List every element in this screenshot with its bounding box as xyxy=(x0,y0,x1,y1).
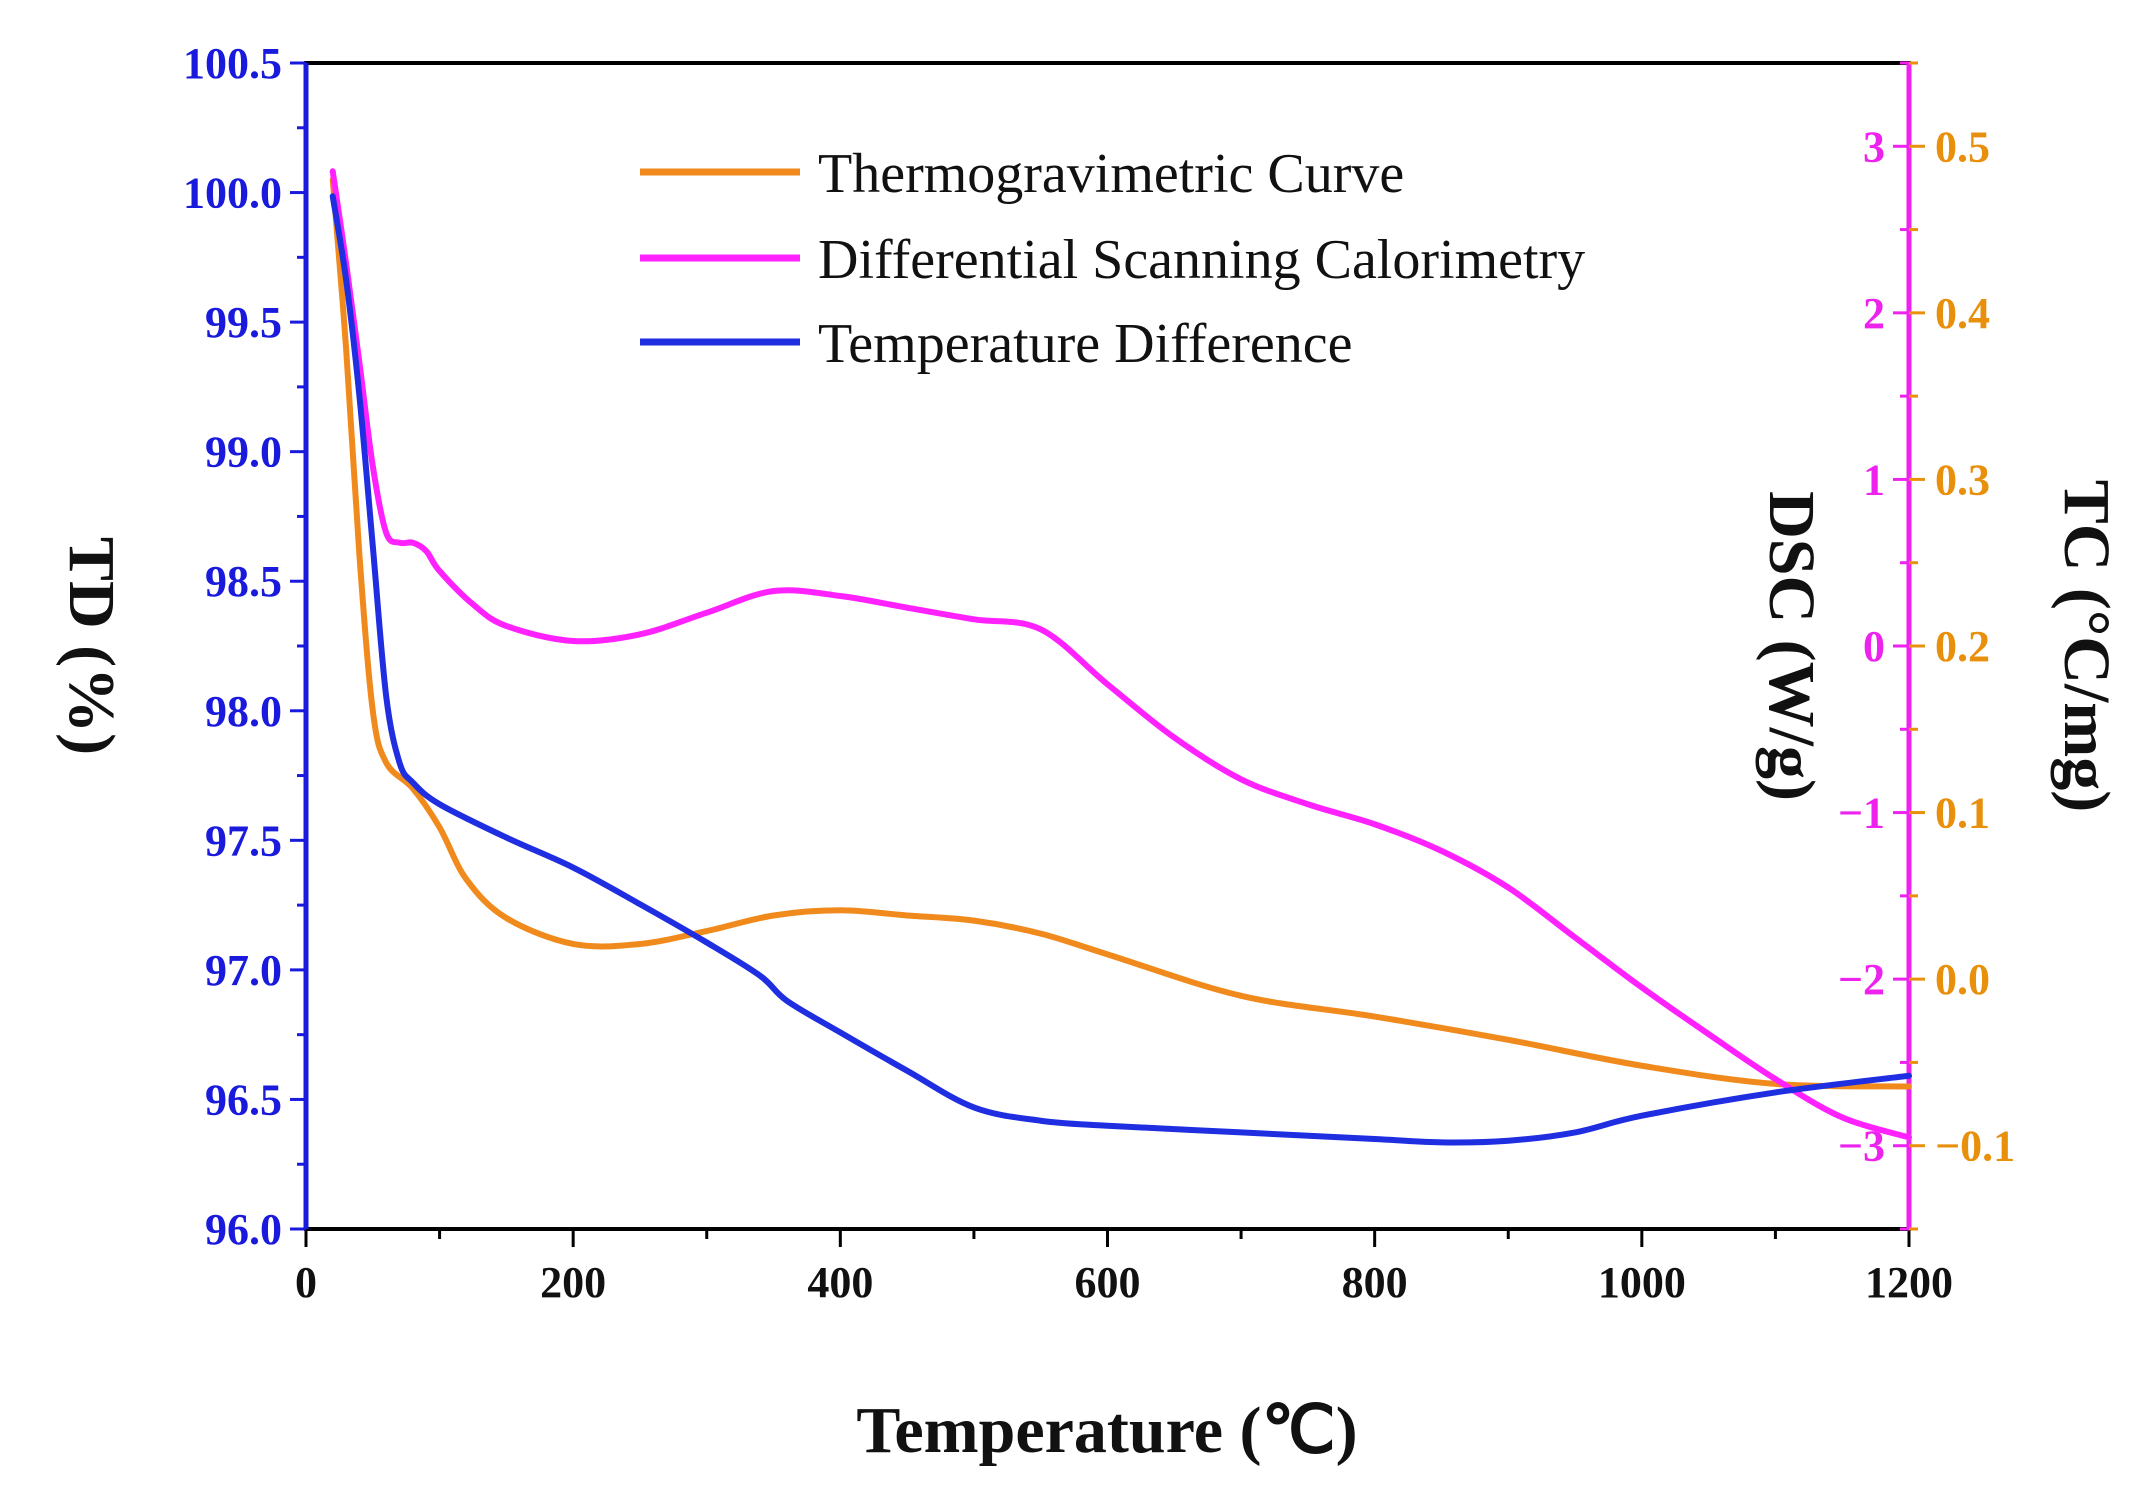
y-right-outer-tick-label: 0.1 xyxy=(1935,789,1990,838)
y-left-tick-label: 97.0 xyxy=(205,946,282,995)
y-right-outer-axis-title: TC (°C/mg) xyxy=(2050,480,2123,813)
y-right-inner-tick-label: 2 xyxy=(1863,289,1885,338)
y-right-inner-tick-label: 0 xyxy=(1863,622,1885,671)
series-line-td xyxy=(329,193,1912,1146)
x-tick-label: 1000 xyxy=(1598,1258,1686,1307)
x-tick-label: 600 xyxy=(1075,1258,1141,1307)
y-left-tick-label: 99.0 xyxy=(205,428,282,477)
y-right-outer-tick-label: 0.2 xyxy=(1935,622,1990,671)
x-tick-label: 0 xyxy=(295,1258,317,1307)
y-left-tick-label: 96.5 xyxy=(205,1075,282,1124)
x-tick-label: 200 xyxy=(540,1258,606,1307)
y-left-tick-label: 96.0 xyxy=(205,1205,282,1254)
y-left-tick-label: 100.0 xyxy=(183,169,282,218)
series-line-tg xyxy=(329,176,1912,1090)
y-right-inner-tick-label: 1 xyxy=(1863,455,1885,504)
y-right-outer-tick-label: 0.5 xyxy=(1935,122,1990,171)
legend-label-dsc: Differential Scanning Calorimetry xyxy=(818,229,1585,291)
y-left-tick-label: 98.5 xyxy=(205,557,282,606)
y-left-tick-label: 100.5 xyxy=(183,39,282,88)
x-tick-label: 800 xyxy=(1342,1258,1408,1307)
y-right-outer-tick-label: 0.3 xyxy=(1935,455,1990,504)
y-right-inner-tick-label: −1 xyxy=(1838,789,1885,838)
legend: Thermogravimetric Curve Differential Sca… xyxy=(640,143,1585,375)
y-right-inner-tick-label: −2 xyxy=(1838,955,1885,1004)
y-right-outer-tick-label: −0.1 xyxy=(1935,1122,2015,1171)
y-left-axis-title: TD (%) xyxy=(55,537,128,755)
y-left-tick-label: 97.5 xyxy=(205,816,282,865)
legend-label-tg: Thermogravimetric Curve xyxy=(818,143,1404,205)
y-right-outer-tick-label: 0.0 xyxy=(1935,955,1990,1004)
y-left-tick-label: 99.5 xyxy=(205,298,282,347)
series-line-dsc xyxy=(329,168,1912,1141)
y-right-outer-tick-label: 0.4 xyxy=(1935,289,1990,338)
y-right-inner-tick-label: 3 xyxy=(1863,122,1885,171)
x-tick-label: 1200 xyxy=(1865,1258,1953,1307)
legend-label-td: Temperature Difference xyxy=(818,313,1353,375)
y-left-tick-label: 98.0 xyxy=(205,687,282,736)
y-right-inner-axis-title: DSC (W/g) xyxy=(1755,491,1828,801)
x-axis-title: Temperature (℃) xyxy=(856,1394,1357,1467)
x-tick-label: 400 xyxy=(807,1258,873,1307)
